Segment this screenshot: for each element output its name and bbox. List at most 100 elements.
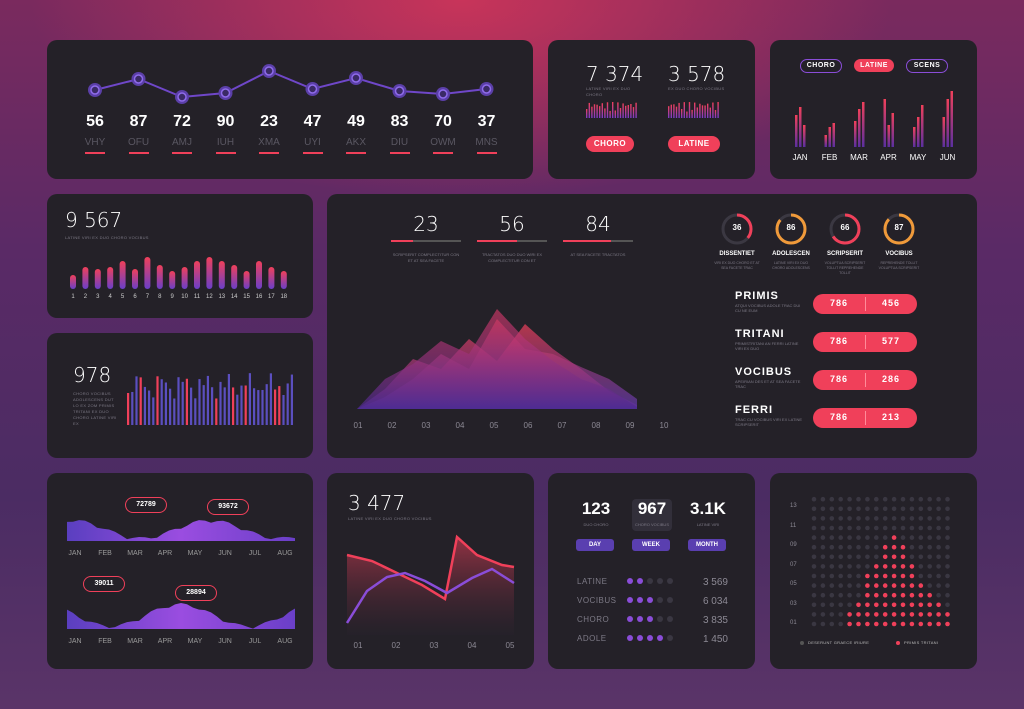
dense-bar xyxy=(190,387,193,425)
dense-bar xyxy=(160,379,163,425)
period-dot xyxy=(657,616,663,622)
month-bar xyxy=(913,127,916,147)
matrix-dot xyxy=(856,554,861,560)
item-value: 37 xyxy=(477,113,496,130)
latine-button[interactable]: LATINE xyxy=(668,136,720,152)
lines-axis-label: 03 xyxy=(429,641,439,650)
matrix-dot xyxy=(945,525,950,531)
matrix-dot xyxy=(891,573,897,579)
lines-axis-label: 05 xyxy=(505,641,515,650)
matrix-dot xyxy=(936,535,941,540)
month-label: MAR xyxy=(850,153,868,162)
matrix-dot xyxy=(838,506,843,512)
matrix-y-label: 13 xyxy=(790,503,797,509)
main-stat-progress xyxy=(391,240,413,242)
lollipop-axis-label: 18 xyxy=(280,294,288,300)
matrix-dot xyxy=(945,621,950,627)
matrix-dot xyxy=(891,506,897,512)
dense-bar xyxy=(206,375,209,425)
period-button[interactable]: MONTH xyxy=(688,539,726,551)
item-underline xyxy=(172,152,192,154)
lollipop-bar xyxy=(119,261,126,289)
dense-bar xyxy=(227,374,230,425)
row-name: VOCIBUS xyxy=(735,366,793,378)
lollipop-axis-label: 17 xyxy=(268,294,275,300)
matrix-dot xyxy=(856,602,861,608)
row-pill[interactable]: 786 213 xyxy=(813,408,917,428)
ring-name: SCRIPSERIT xyxy=(826,251,863,257)
dense-bar xyxy=(215,398,218,425)
matrix-dot xyxy=(811,506,817,512)
dense-bar xyxy=(274,389,277,425)
wave-month-label-bottom: APR xyxy=(157,638,173,645)
matrix-dot xyxy=(838,612,843,617)
matrix-dot xyxy=(891,544,897,550)
line-series-red xyxy=(346,534,515,602)
period-dot xyxy=(627,597,633,603)
main-stat-caption: TRACTATOS DUO DUO WIRI EX COMPLECTITUR C… xyxy=(481,252,542,263)
matrix-dot xyxy=(909,612,915,617)
matrix-dot xyxy=(811,554,817,560)
matrix-dot xyxy=(945,602,950,608)
wave-month-label-top: JUN xyxy=(218,550,232,557)
lollipop-bar xyxy=(268,267,275,289)
period-dot xyxy=(627,635,633,641)
matrix-dot xyxy=(909,525,915,531)
ring-progress xyxy=(775,213,807,245)
matrix-dot xyxy=(838,592,843,598)
matrix-dot xyxy=(874,496,879,502)
lollipop-axis-label: 1 xyxy=(71,294,75,300)
lollipop-bar xyxy=(206,257,213,289)
matrix-dot xyxy=(882,564,888,569)
matrix-dot xyxy=(909,621,915,627)
matrix-dot xyxy=(856,496,861,502)
matrix-dot xyxy=(945,496,950,502)
dense-bars-chart xyxy=(127,373,293,425)
tab-scens[interactable]: SCENS xyxy=(906,59,948,73)
matrix-dot xyxy=(820,525,826,531)
matrix-dot xyxy=(909,583,915,588)
matrix-dot xyxy=(829,506,835,512)
matrix-dot xyxy=(882,525,888,531)
dot-matrix-chart xyxy=(811,496,950,627)
matrix-dot xyxy=(891,564,897,569)
tab-choro[interactable]: CHORO xyxy=(800,59,842,73)
dense-bar xyxy=(219,381,222,425)
month-bar xyxy=(887,125,890,147)
matrix-dot xyxy=(811,602,817,608)
choro-button[interactable]: CHORO xyxy=(586,136,634,152)
trend-point-inner xyxy=(481,84,492,94)
matrix-dot xyxy=(811,525,817,531)
row-value-2: 213 xyxy=(881,412,901,422)
dense-bar xyxy=(181,381,184,425)
matrix-dot xyxy=(927,573,932,579)
row-pill[interactable]: 786 456 xyxy=(813,294,917,314)
matrix-dot xyxy=(865,564,870,569)
row-pill[interactable]: 786 286 xyxy=(813,370,917,390)
item-value: 87 xyxy=(129,113,148,130)
matrix-dot xyxy=(874,535,879,540)
row-pill[interactable]: 786 577 xyxy=(813,332,917,352)
matrix-dot xyxy=(820,573,826,579)
month-bar xyxy=(824,135,827,147)
dense-bar xyxy=(257,390,260,425)
period-button[interactable]: DAY xyxy=(576,539,614,551)
matrix-dot xyxy=(882,544,888,550)
tab-latine[interactable]: LATINE xyxy=(854,59,894,72)
wave-tag: 28894 xyxy=(175,585,217,601)
ring-caption: REPREHENDE TOLLIT VOLUPTUA SCRIPSERIT xyxy=(878,261,920,270)
matrix-dot xyxy=(829,592,835,598)
period-button[interactable]: WEEK xyxy=(632,539,670,551)
period-value: 3.1K xyxy=(690,499,726,518)
lines-chart xyxy=(345,534,515,635)
row-value-1: 786 xyxy=(829,336,849,346)
item-underline xyxy=(389,152,410,154)
legend-label-2: PRIMIS TRITANI xyxy=(904,640,939,645)
trend-point-inner xyxy=(394,86,405,96)
lollipop-bar xyxy=(107,267,114,289)
row-value-2: 577 xyxy=(881,336,901,346)
main-axis-label: 07 xyxy=(557,421,567,430)
matrix-dot xyxy=(936,612,941,617)
panel-line-values: 56 VHY 87 OFU 72 AMJ 90 IUH 23 XMA 47 UYI 49 AKX 83 DIU… xyxy=(47,40,533,179)
item-underline xyxy=(215,152,236,154)
